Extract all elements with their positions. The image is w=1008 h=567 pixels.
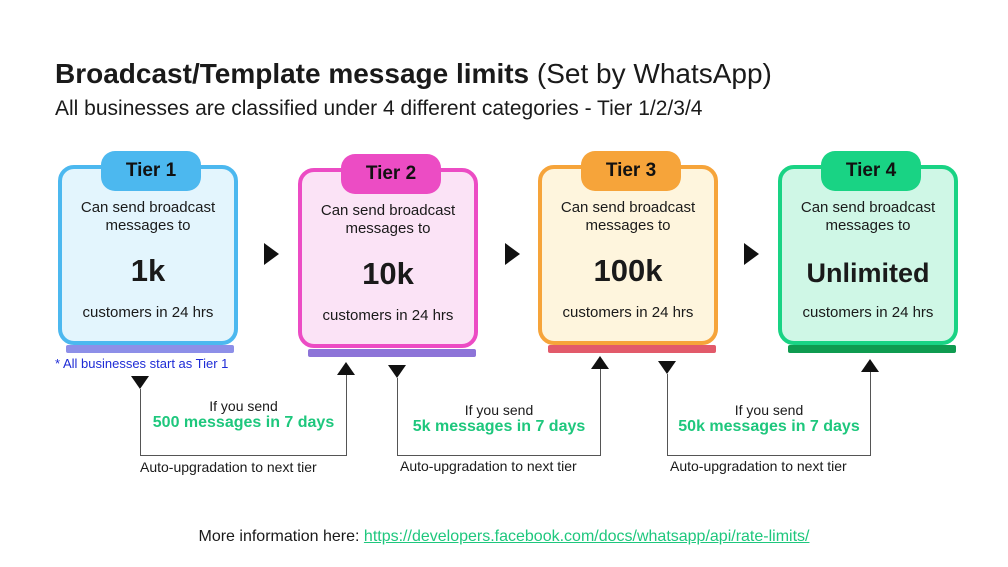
tier-4-per: customers in 24 hrs <box>802 304 934 321</box>
upgrade-1-if: If you send <box>209 398 278 414</box>
tier-3-limit: 100k <box>593 253 663 288</box>
connector-line <box>140 455 347 456</box>
connector-line <box>600 369 601 455</box>
tier-3-desc: Can send broadcast messages to <box>560 199 696 234</box>
connector-line <box>667 374 668 455</box>
tier-2-per: customers in 24 hrs <box>322 307 454 324</box>
upgrade-1-auto: Auto-upgradation to next tier <box>140 459 317 475</box>
tier-3-pill: Tier 3 <box>581 151 681 191</box>
arrow-down-icon <box>658 361 676 374</box>
tier-1-limit: 1k <box>130 253 166 288</box>
upgrade-3-if: If you send <box>734 402 804 418</box>
tier-2-shadow <box>308 349 476 357</box>
arrow-up-icon <box>861 359 879 372</box>
tier-3-per: customers in 24 hrs <box>562 304 694 321</box>
connector-line <box>397 378 398 455</box>
start-note: * All businesses start as Tier 1 <box>55 356 229 371</box>
upgrade-3-messages: 50k messages in 7 days <box>678 418 860 435</box>
tier-4-desc: Can send broadcast messages to <box>800 199 936 234</box>
connector-line <box>346 375 347 455</box>
tier-4-card: Can send broadcast messages to Unlimited… <box>778 165 958 345</box>
page-subtitle: All businesses are classified under 4 di… <box>55 97 703 120</box>
arrow-down-icon <box>388 365 406 378</box>
tier-4-limit: Unlimited <box>806 258 930 288</box>
tier-1-card: Can send broadcast messages to 1k custom… <box>58 165 238 345</box>
arrow-right-icon <box>264 243 279 265</box>
title-light: (Set by WhatsApp) <box>536 58 772 89</box>
arrow-right-icon <box>505 243 520 265</box>
connector-line <box>397 455 601 456</box>
upgrade-3-auto: Auto-upgradation to next tier <box>670 458 847 474</box>
tier-2-pill: Tier 2 <box>341 154 441 194</box>
upgrade-2-auto: Auto-upgradation to next tier <box>400 458 577 474</box>
upgrade-1-messages: 500 messages in 7 days <box>152 414 335 431</box>
tier-3-shadow <box>548 345 716 353</box>
rate-limits-link[interactable]: https://developers.facebook.com/docs/wha… <box>363 528 810 545</box>
page-title: Broadcast/Template message limits (Set b… <box>55 58 772 90</box>
arrow-down-icon <box>131 376 149 389</box>
tier-1-shadow <box>66 345 234 353</box>
tier-4-pill: Tier 4 <box>821 151 921 191</box>
connector-line <box>667 455 871 456</box>
arrow-up-icon <box>591 356 609 369</box>
upgrade-2-if: If you send <box>464 402 534 418</box>
tier-1-per: customers in 24 hrs <box>82 304 214 321</box>
title-bold: Broadcast/Template message limits <box>55 58 530 89</box>
tier-1-pill: Tier 1 <box>101 151 201 191</box>
tier-4-shadow <box>788 345 956 353</box>
arrow-right-icon <box>744 243 759 265</box>
connector-line <box>140 389 141 455</box>
upgrade-2-messages: 5k messages in 7 days <box>412 418 586 435</box>
tier-3-card: Can send broadcast messages to 100k cust… <box>538 165 718 345</box>
tier-2-limit: 10k <box>362 256 414 291</box>
footer-label: More information here: <box>198 528 360 545</box>
connector-line <box>870 372 871 455</box>
arrow-up-icon <box>337 362 355 375</box>
tier-2-card: Can send broadcast messages to 10k custo… <box>298 168 478 348</box>
tier-1-desc: Can send broadcast messages to <box>80 199 216 234</box>
tier-2-desc: Can send broadcast messages to <box>320 202 456 237</box>
footer: More information here: https://developer… <box>0 528 1008 546</box>
